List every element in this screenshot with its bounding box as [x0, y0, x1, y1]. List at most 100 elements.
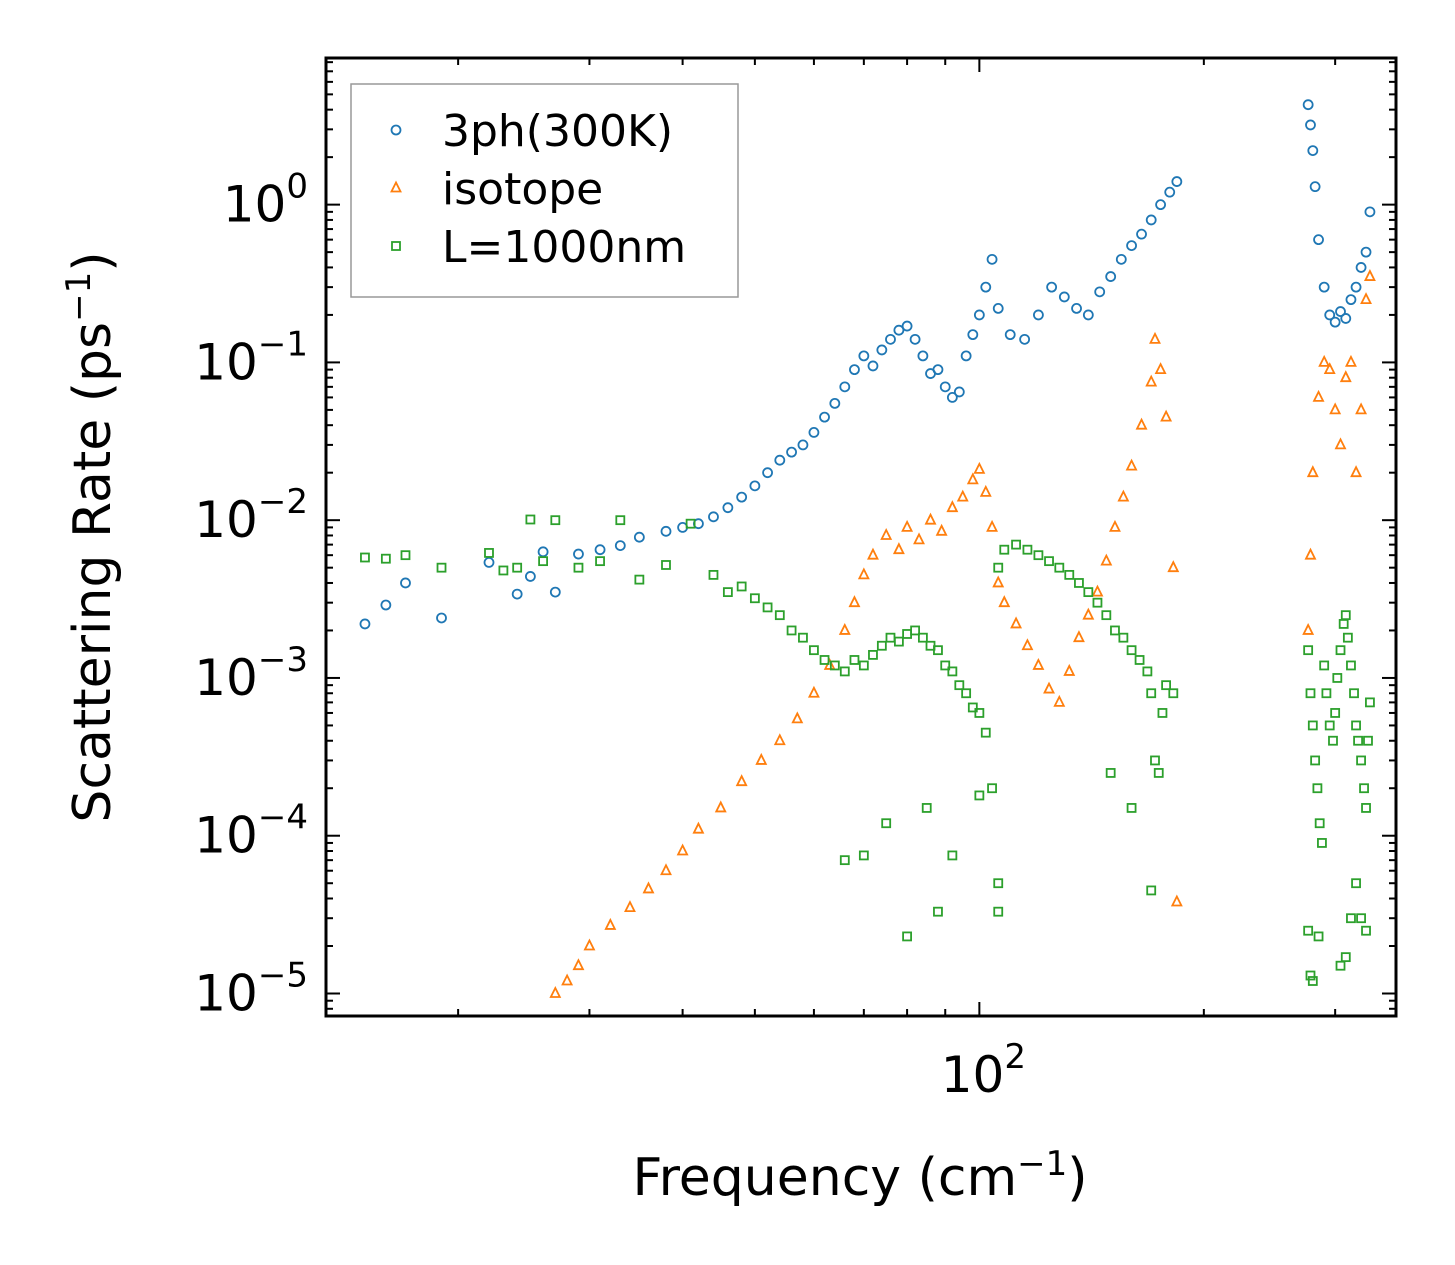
data-point: [1168, 688, 1179, 699]
data-point: [773, 733, 786, 746]
data-point: [1318, 354, 1331, 367]
data-point: [797, 439, 809, 451]
data-point: [979, 484, 992, 497]
data-point: [909, 333, 921, 345]
data-point: [1134, 655, 1145, 665]
data-point: [1044, 556, 1054, 567]
data-point: [1125, 458, 1138, 471]
data-point: [1109, 519, 1121, 532]
series-2: [360, 514, 1375, 986]
data-point: [1004, 329, 1016, 341]
data-point: [1313, 234, 1324, 246]
data-point: [1307, 145, 1319, 157]
data-point: [1094, 286, 1106, 298]
data-point: [1334, 437, 1347, 450]
data-point: [1105, 271, 1117, 282]
data-point: [1329, 316, 1341, 328]
data-point: [967, 702, 978, 713]
data-point: [892, 542, 905, 555]
data-point: [876, 640, 887, 651]
data-point: [849, 655, 860, 665]
data-point: [660, 863, 672, 876]
data-point: [935, 523, 948, 536]
data-point: [1145, 374, 1158, 387]
data-point: [868, 649, 878, 660]
data-point: [573, 562, 584, 573]
data-point: [595, 556, 605, 567]
data-point: [819, 411, 830, 423]
data-point: [998, 595, 1011, 608]
data-point: [838, 622, 851, 635]
data-point: [1309, 181, 1321, 193]
data-point: [858, 660, 869, 671]
plot-frame: [324, 56, 1398, 1018]
data-point: [1115, 253, 1127, 265]
data-point: [973, 309, 985, 321]
data-point: [1332, 673, 1343, 683]
data-point: [1302, 622, 1315, 635]
data-point: [1118, 632, 1129, 643]
data-point: [1160, 409, 1173, 422]
data-point: [1145, 214, 1157, 226]
data-point: [1146, 885, 1157, 896]
data-point: [1318, 281, 1330, 293]
data-points: [359, 99, 1376, 998]
data-point: [1359, 783, 1369, 794]
data-point: [1335, 645, 1346, 656]
data-point: [1171, 176, 1183, 187]
legend-label: L=1000nm: [442, 222, 686, 273]
data-point: [1164, 186, 1176, 198]
data-point: [714, 800, 727, 813]
data-point: [572, 958, 585, 971]
data-point: [953, 386, 965, 398]
data-point: [1312, 783, 1323, 794]
legend-entries: 3ph(300K) isotope L=1000nm: [390, 106, 686, 273]
data-point: [735, 774, 748, 787]
data-point: [992, 302, 1004, 314]
data-point: [1142, 666, 1153, 677]
data-point: [1345, 354, 1357, 367]
data-point: [400, 577, 411, 589]
series-0: [359, 99, 1376, 630]
data-point: [615, 515, 626, 526]
data-point: [1032, 657, 1045, 670]
data-point: [980, 281, 992, 293]
data-point: [839, 666, 850, 677]
data-point: [993, 878, 1004, 889]
data-point: [1063, 663, 1076, 676]
data-point: [549, 985, 562, 998]
data-point: [483, 556, 495, 568]
data-point: [939, 381, 951, 393]
data-point: [1342, 632, 1353, 643]
y-tick-label: 10−3: [194, 640, 308, 707]
data-point: [1117, 489, 1130, 502]
data-point: [1361, 925, 1371, 936]
data-point: [798, 632, 808, 643]
data-point: [749, 480, 761, 492]
data-point: [1304, 547, 1317, 560]
legend-box: [350, 83, 739, 298]
data-point: [1335, 960, 1346, 971]
data-point: [986, 519, 999, 532]
data-point: [993, 562, 1004, 573]
data-point: [573, 548, 584, 560]
legend-label: 3ph(300K): [442, 106, 673, 157]
data-point: [1312, 389, 1325, 402]
data-point: [1314, 818, 1325, 829]
data-point: [1335, 306, 1346, 317]
data-point: [967, 329, 979, 341]
data-point: [1082, 309, 1094, 321]
y-tick-label: 10−1: [194, 324, 308, 391]
data-point: [1302, 99, 1314, 111]
data-point: [933, 906, 943, 917]
data-point: [642, 881, 655, 894]
data-point: [1146, 688, 1157, 699]
data-point: [1101, 610, 1112, 621]
legend-entry: L=1000nm: [391, 222, 686, 273]
data-point: [1043, 681, 1055, 694]
data-point: [1351, 878, 1361, 889]
data-point: [1303, 645, 1314, 656]
data-point: [902, 931, 912, 942]
data-point: [1305, 970, 1316, 981]
data-point: [484, 548, 494, 558]
